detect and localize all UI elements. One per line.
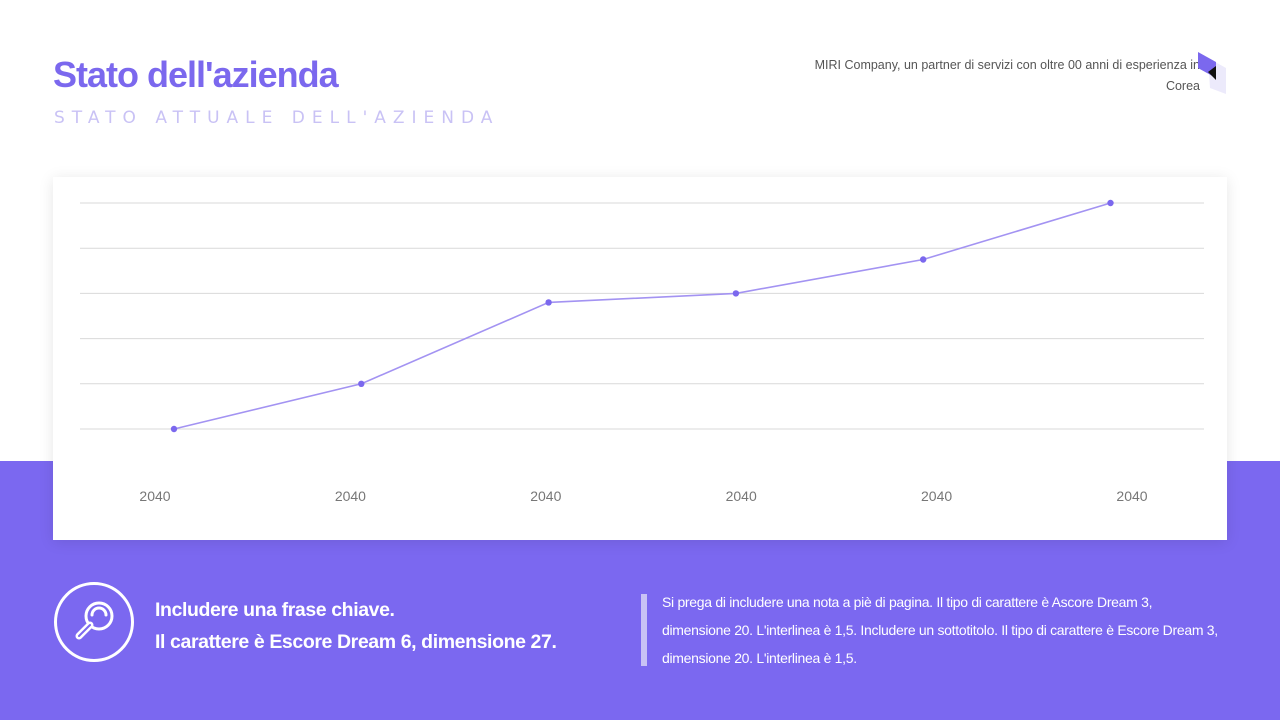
logo-icon (1198, 52, 1226, 94)
search-icon (75, 601, 114, 640)
data-point (920, 256, 927, 263)
data-point (545, 299, 552, 306)
company-tagline: MIRI Company, un partner di servizi con … (814, 58, 1200, 93)
page-title: Stato dell'azienda (53, 54, 339, 95)
key-phrase-line-1: Includere una frase chiave. (155, 599, 395, 621)
x-tick-label: 2040 (335, 488, 366, 504)
key-phrase-line-2: Il carattere è Escore Dream 6, dimension… (155, 631, 557, 653)
data-point (732, 290, 740, 297)
line-chart: 2040 2040 2040 2040 2040 2040 (80, 199, 1204, 504)
x-tick-label: 2040 (530, 488, 561, 504)
search-icon-badge (54, 582, 134, 662)
x-tick-label: 2040 (1116, 488, 1147, 504)
footnote: Si prega di includere una nota a piè di … (662, 594, 1218, 666)
x-tick-label: 2040 (726, 488, 757, 504)
series-line (173, 202, 1111, 430)
page-subtitle: STATO ATTUALE DELL'AZIENDA (54, 108, 500, 128)
x-tick-label: 2040 (921, 488, 952, 504)
data-point (358, 380, 365, 387)
data-point (1107, 199, 1114, 207)
key-phrase: Includere una frase chiave. Il carattere… (155, 594, 557, 658)
x-tick-label: 2040 (139, 488, 170, 504)
note-divider (641, 594, 647, 666)
chart-card: 2040 2040 2040 2040 2040 2040 (53, 177, 1227, 540)
data-point (170, 425, 178, 433)
